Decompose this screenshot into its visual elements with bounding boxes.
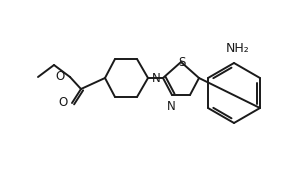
Text: NH₂: NH₂ [226,42,250,55]
Text: O: O [59,96,68,110]
Text: N: N [167,100,175,113]
Text: S: S [178,56,186,69]
Text: N: N [152,72,161,85]
Text: O: O [56,71,65,83]
